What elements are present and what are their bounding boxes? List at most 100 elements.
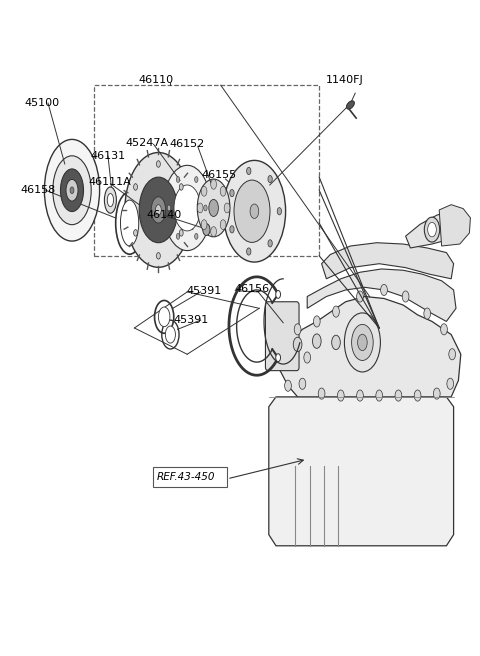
- Ellipse shape: [180, 230, 183, 236]
- Ellipse shape: [313, 316, 320, 327]
- Ellipse shape: [60, 169, 84, 211]
- Ellipse shape: [351, 342, 360, 356]
- Ellipse shape: [424, 217, 440, 242]
- Ellipse shape: [318, 388, 325, 399]
- Text: 45391: 45391: [174, 315, 209, 325]
- Ellipse shape: [304, 352, 311, 363]
- Ellipse shape: [299, 378, 306, 390]
- Ellipse shape: [156, 161, 160, 167]
- Text: 46152: 46152: [169, 139, 204, 150]
- Ellipse shape: [53, 156, 91, 225]
- Ellipse shape: [156, 253, 160, 259]
- Ellipse shape: [163, 165, 211, 251]
- Ellipse shape: [203, 224, 210, 236]
- FancyBboxPatch shape: [265, 302, 299, 371]
- Ellipse shape: [44, 139, 100, 241]
- Ellipse shape: [285, 380, 291, 391]
- Ellipse shape: [250, 204, 259, 218]
- Ellipse shape: [151, 197, 166, 223]
- Text: 45391: 45391: [186, 285, 221, 296]
- Ellipse shape: [66, 179, 78, 201]
- Ellipse shape: [167, 205, 171, 211]
- Ellipse shape: [220, 220, 226, 230]
- Text: 46131: 46131: [90, 151, 125, 161]
- Text: 46111A: 46111A: [89, 177, 132, 188]
- Ellipse shape: [180, 184, 183, 190]
- Ellipse shape: [293, 337, 302, 352]
- Text: 45247A: 45247A: [126, 138, 169, 148]
- Polygon shape: [307, 269, 456, 321]
- Ellipse shape: [139, 177, 178, 243]
- Ellipse shape: [105, 187, 117, 213]
- Ellipse shape: [209, 199, 218, 216]
- Polygon shape: [439, 205, 470, 246]
- Text: 46140: 46140: [146, 210, 181, 220]
- Ellipse shape: [402, 291, 409, 302]
- Ellipse shape: [268, 239, 272, 247]
- Ellipse shape: [174, 185, 201, 231]
- Ellipse shape: [107, 194, 114, 207]
- Ellipse shape: [197, 179, 230, 237]
- Ellipse shape: [337, 390, 344, 401]
- Ellipse shape: [428, 222, 436, 237]
- Ellipse shape: [211, 179, 216, 189]
- Bar: [94, 85, 319, 256]
- Ellipse shape: [125, 152, 192, 267]
- Text: 46156: 46156: [234, 283, 269, 294]
- Ellipse shape: [312, 334, 321, 348]
- Ellipse shape: [70, 187, 74, 194]
- Ellipse shape: [449, 349, 456, 359]
- Ellipse shape: [165, 326, 175, 343]
- Ellipse shape: [433, 388, 440, 399]
- Ellipse shape: [230, 226, 234, 233]
- Ellipse shape: [376, 390, 383, 401]
- Ellipse shape: [158, 307, 170, 327]
- Ellipse shape: [395, 390, 402, 401]
- Text: 45100: 45100: [24, 98, 59, 108]
- Text: 46158: 46158: [20, 185, 55, 195]
- Ellipse shape: [133, 184, 137, 190]
- Ellipse shape: [277, 207, 281, 215]
- Ellipse shape: [357, 390, 363, 401]
- Ellipse shape: [201, 186, 207, 196]
- Text: REF.43-450: REF.43-450: [156, 472, 215, 482]
- Text: 46110: 46110: [138, 75, 173, 85]
- Polygon shape: [278, 297, 461, 397]
- Ellipse shape: [441, 323, 447, 335]
- Ellipse shape: [247, 248, 251, 255]
- Polygon shape: [269, 397, 454, 546]
- Ellipse shape: [276, 291, 280, 298]
- Ellipse shape: [224, 203, 230, 213]
- Ellipse shape: [247, 167, 251, 174]
- Ellipse shape: [223, 160, 286, 262]
- Ellipse shape: [195, 234, 198, 239]
- Ellipse shape: [268, 176, 272, 183]
- Ellipse shape: [156, 205, 161, 215]
- Ellipse shape: [120, 200, 139, 246]
- Ellipse shape: [195, 176, 198, 182]
- Ellipse shape: [414, 390, 421, 401]
- Ellipse shape: [197, 203, 203, 213]
- Text: 1140FJ: 1140FJ: [325, 75, 363, 85]
- Polygon shape: [322, 243, 454, 279]
- Bar: [153, 467, 227, 487]
- Ellipse shape: [230, 190, 234, 197]
- Ellipse shape: [234, 180, 270, 242]
- Ellipse shape: [357, 291, 363, 302]
- Ellipse shape: [176, 234, 180, 239]
- Ellipse shape: [133, 230, 137, 236]
- Ellipse shape: [351, 324, 373, 361]
- Ellipse shape: [333, 306, 339, 317]
- Text: 46155: 46155: [202, 170, 237, 180]
- Ellipse shape: [276, 354, 280, 361]
- Ellipse shape: [358, 335, 367, 350]
- Ellipse shape: [220, 186, 226, 196]
- Ellipse shape: [344, 313, 380, 372]
- Ellipse shape: [204, 205, 207, 211]
- Ellipse shape: [211, 226, 216, 237]
- Ellipse shape: [381, 284, 387, 295]
- Ellipse shape: [332, 335, 340, 350]
- Ellipse shape: [201, 220, 207, 230]
- Ellipse shape: [424, 308, 431, 319]
- Ellipse shape: [176, 176, 180, 182]
